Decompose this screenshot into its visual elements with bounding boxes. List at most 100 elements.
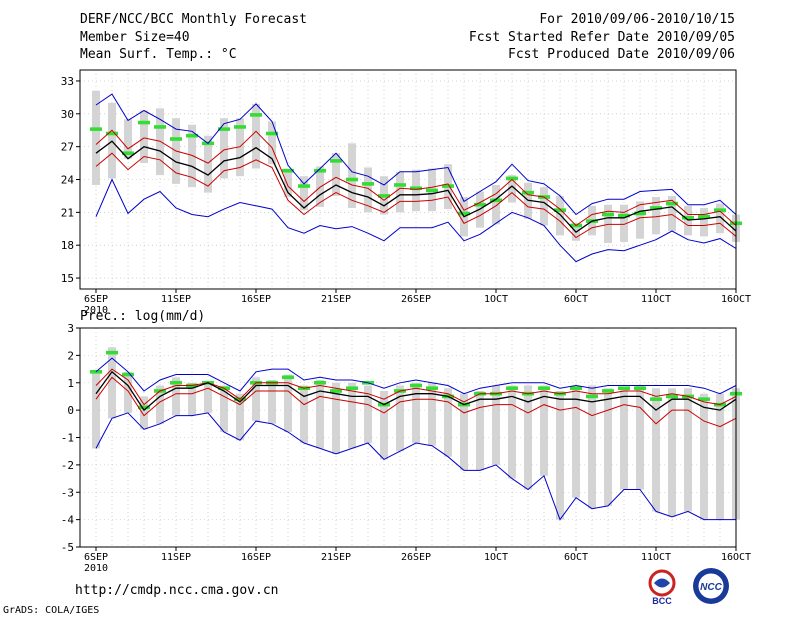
prec-spread-box bbox=[220, 385, 228, 433]
temp-median-marker bbox=[602, 212, 614, 217]
temp-xtick-label: 16SEP bbox=[241, 294, 271, 305]
temp-spread-box bbox=[556, 195, 564, 236]
source-url-link[interactable]: http://cmdp.ncc.cma.gov.cn bbox=[75, 583, 279, 598]
prec-spread-box bbox=[156, 385, 164, 424]
bcc-logo-text: BCC bbox=[652, 596, 672, 606]
prec-spread-box bbox=[652, 388, 660, 512]
prec-upper-line bbox=[95, 368, 737, 406]
prec-xtick-label: 16OCT bbox=[721, 552, 751, 563]
grads-credit: GrADS: COLA/IGES bbox=[3, 605, 100, 616]
prec-spread-box bbox=[444, 388, 452, 457]
prec-ytick-label: 2 bbox=[67, 349, 74, 362]
prec-ytick-label: -2 bbox=[61, 459, 74, 472]
prec-spread-box bbox=[364, 385, 372, 443]
temp-ytick-label: 24 bbox=[61, 174, 75, 187]
temp-median-marker bbox=[554, 208, 566, 212]
temp-spread-box bbox=[124, 119, 132, 159]
prec-spread-box bbox=[492, 385, 500, 465]
prec-xtick-label: 11SEP bbox=[161, 552, 191, 563]
temp-median-marker bbox=[122, 151, 134, 156]
temp-median-marker bbox=[426, 188, 438, 193]
temp-ytick-label: 18 bbox=[61, 239, 74, 252]
temp-median-marker bbox=[346, 177, 358, 182]
precipitation-variable-label: Prec.: log(mm/d) bbox=[80, 309, 206, 324]
prec-plot-frame bbox=[79, 327, 737, 548]
temp-spread-box bbox=[332, 153, 340, 196]
temp-median-marker bbox=[698, 214, 710, 219]
prec-spread-box bbox=[668, 388, 676, 517]
temp-mean-line bbox=[95, 140, 737, 233]
prec-spread-box bbox=[316, 380, 324, 449]
prec-spread-box bbox=[588, 385, 596, 509]
chart-title: DERF/NCC/BCC Monthly Forecast bbox=[80, 12, 307, 27]
prec-xtick-label: 26SEP bbox=[401, 552, 431, 563]
temp-median-marker bbox=[506, 176, 518, 181]
prec-median-marker bbox=[106, 350, 118, 355]
prec-spread-box bbox=[188, 382, 196, 416]
prec-ytick-label: -3 bbox=[61, 486, 74, 499]
prec-spread-box bbox=[204, 382, 212, 413]
temp-spread-box bbox=[620, 204, 628, 242]
prec-xtick-label: 16SEP bbox=[241, 552, 271, 563]
temp-xtick-label: 21SEP bbox=[321, 294, 351, 305]
temp-upper-line bbox=[95, 129, 737, 227]
prec-ytick-label: -5 bbox=[61, 541, 74, 554]
prec-median-marker bbox=[282, 375, 294, 380]
temp-ytick-label: 33 bbox=[61, 75, 74, 88]
prec-median-marker bbox=[346, 386, 358, 391]
prec-ytick-label: 0 bbox=[67, 404, 74, 417]
prec-spread-box bbox=[604, 388, 612, 506]
prec-xtick-label: 6OCT bbox=[564, 552, 588, 563]
prec-spread-box bbox=[540, 385, 548, 476]
temp-ytick-label: 21 bbox=[61, 206, 74, 219]
temp-median-marker bbox=[138, 120, 150, 125]
temp-spread-box bbox=[300, 176, 308, 211]
prec-spread-box bbox=[252, 377, 260, 422]
temp-xtick-year-label: 2010 bbox=[84, 305, 108, 316]
temp-spread-box bbox=[668, 195, 676, 231]
prec-spread-box bbox=[236, 393, 244, 441]
temp-median-marker bbox=[106, 131, 118, 136]
temp-median-marker bbox=[298, 184, 310, 188]
temp-median-marker bbox=[714, 208, 726, 212]
temp-spread-box bbox=[412, 169, 420, 212]
temp-spread-box bbox=[364, 167, 372, 213]
temp-median-marker bbox=[458, 211, 470, 216]
temp-median-marker bbox=[410, 186, 422, 191]
prec-spread-box bbox=[572, 388, 580, 498]
temp-spread-box bbox=[348, 143, 356, 208]
temp-spread-box bbox=[652, 197, 660, 235]
prec-median-marker bbox=[634, 386, 646, 391]
ncc-logo-text: NCC bbox=[700, 582, 722, 593]
temp-min-line bbox=[95, 178, 737, 263]
temp-median-marker bbox=[282, 168, 294, 173]
prec-spread-box bbox=[636, 385, 644, 490]
temp-ytick-label: 27 bbox=[61, 141, 74, 154]
temp-xtick-label: 11SEP bbox=[161, 294, 191, 305]
prec-median-marker bbox=[330, 389, 342, 393]
prec-spread-box bbox=[348, 382, 356, 449]
prec-spread-box bbox=[300, 385, 308, 443]
temp-median-marker bbox=[154, 125, 166, 129]
prec-spread-box bbox=[620, 388, 628, 490]
prec-xtick-label: 21SEP bbox=[321, 552, 351, 563]
prec-spread-box bbox=[428, 382, 436, 446]
temp-spread-box bbox=[700, 207, 708, 237]
temp-xtick-label: 26SEP bbox=[401, 294, 431, 305]
prec-xtick-label: 11OCT bbox=[641, 552, 671, 563]
temp-max-line bbox=[95, 93, 737, 216]
prec-spread-box bbox=[332, 382, 340, 454]
temp-xtick-label: 6OCT bbox=[564, 294, 588, 305]
temp-median-marker bbox=[314, 168, 326, 173]
prec-median-marker bbox=[122, 372, 134, 377]
prec-spread-box bbox=[396, 385, 404, 452]
temp-spread-box bbox=[604, 204, 612, 244]
temp-spread-box bbox=[204, 135, 212, 193]
prec-spread-box bbox=[524, 385, 532, 490]
prec-spread-box bbox=[140, 396, 148, 430]
prec-spread-box bbox=[284, 374, 292, 433]
temp-xtick-label: 16OCT bbox=[721, 294, 751, 305]
temp-spread-box bbox=[252, 103, 260, 169]
prec-spread-box bbox=[108, 347, 116, 419]
